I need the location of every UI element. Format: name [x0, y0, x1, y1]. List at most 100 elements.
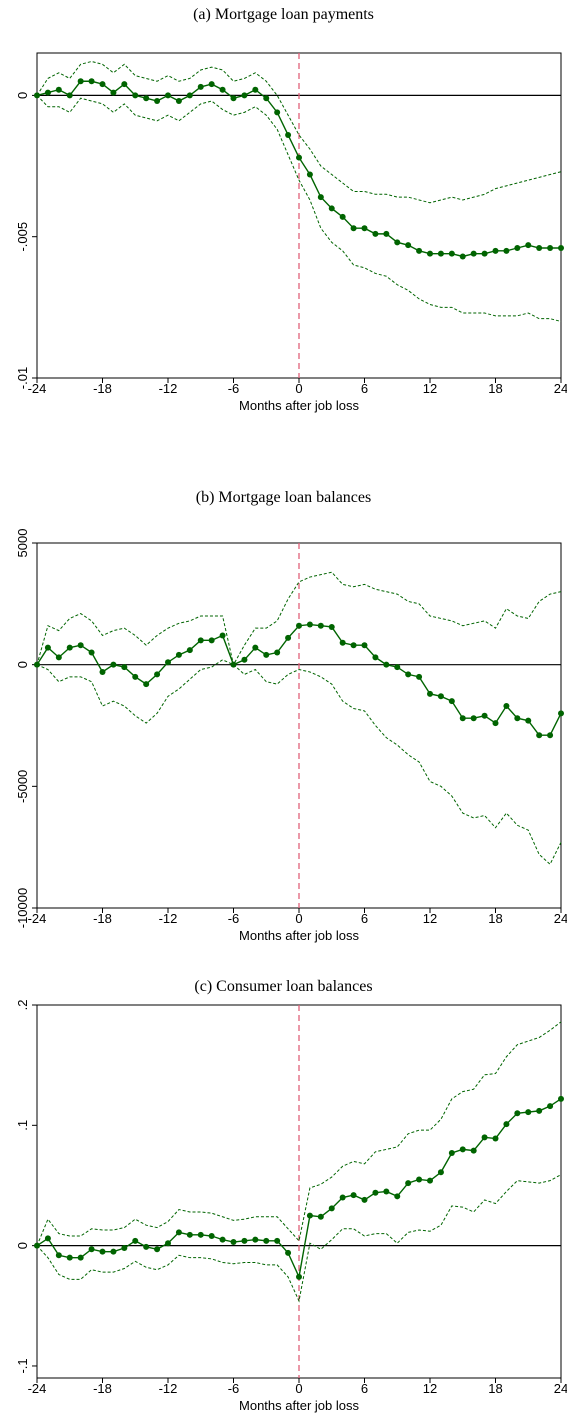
estimate-point — [481, 250, 488, 257]
x-tick-label: -18 — [93, 911, 112, 926]
estimate-point — [306, 1212, 313, 1219]
estimate-point — [77, 78, 84, 85]
estimate-point — [241, 656, 248, 663]
estimate-point — [558, 710, 564, 717]
estimate-point — [132, 673, 139, 680]
estimate-point — [296, 622, 302, 629]
estimate-point — [143, 95, 150, 102]
chart-title: (b) Mortgage loan balances — [195, 489, 372, 506]
estimate-point — [175, 98, 182, 105]
x-tick-label: -18 — [93, 381, 112, 396]
estimate-point — [361, 1196, 368, 1203]
estimate-point — [558, 245, 564, 251]
estimate-point — [263, 95, 270, 102]
x-tick-label: 6 — [361, 381, 368, 396]
y-tick-label: 0 — [15, 92, 30, 99]
estimate-point — [219, 632, 226, 639]
estimate-point — [459, 715, 466, 722]
estimate-point — [306, 171, 313, 178]
estimate-point — [416, 673, 423, 680]
estimate-point — [448, 698, 455, 705]
estimate-point — [547, 732, 554, 739]
estimate-point — [274, 649, 281, 656]
upper-ci-line — [36, 60, 562, 204]
estimate-point — [186, 92, 193, 99]
estimate-point — [427, 1177, 433, 1184]
x-tick-label: -12 — [159, 911, 178, 926]
x-axis-title: Months after job loss — [239, 1398, 359, 1413]
estimate-point — [339, 639, 346, 646]
estimate-point — [165, 659, 171, 666]
estimate-point — [132, 92, 139, 99]
x-tick-label: 0 — [295, 1381, 302, 1396]
estimate-point — [525, 1109, 532, 1116]
estimate-point — [197, 637, 204, 644]
panel-mortgage-balances: (b) Mortgage loan balances -24 -18 -12 -6 0 6… — [0, 475, 567, 945]
x-tick-label: -6 — [228, 911, 240, 926]
estimate-point — [459, 1146, 466, 1153]
panel-mortgage-payments: (a) Mortgage loan payments -24 -18 -12 -6 0 6… — [0, 0, 567, 470]
estimate-point — [208, 81, 215, 88]
estimate-point — [44, 1235, 51, 1242]
estimate-point — [154, 98, 161, 105]
y-tick-label: -10000 — [15, 888, 30, 928]
estimate-point — [383, 1188, 390, 1195]
estimate-point — [339, 1194, 346, 1201]
estimate-point — [492, 1135, 499, 1142]
estimate-point — [110, 1248, 117, 1255]
y-tick-label: 0 — [15, 661, 30, 668]
estimate-point — [99, 668, 106, 675]
estimate-point — [66, 92, 73, 99]
estimate-point — [154, 671, 161, 678]
x-tick-label: 0 — [295, 381, 302, 396]
estimate-point — [525, 242, 532, 249]
estimate-point — [88, 78, 95, 85]
estimate-point — [503, 247, 510, 254]
x-tick-label: 24 — [554, 1381, 567, 1396]
x-tick-label: 12 — [423, 1381, 437, 1396]
y-tick-label: -.005 — [15, 222, 30, 252]
chart-title: (c) Consumer loan balances — [194, 978, 373, 995]
estimate-point — [547, 1103, 554, 1110]
chart-mortgage-payments: -24 -18 -12 -6 0 6 12 18 24 0 -.005 -.01 Months afte… — [15, 52, 567, 413]
estimate-point — [208, 1233, 215, 1240]
estimate-point — [274, 1237, 281, 1244]
estimate-point — [427, 690, 433, 697]
panel-consumer-balances: (c) Consumer loan balances -24 -18 -12 -6 0 6… — [0, 950, 567, 1419]
estimate-point — [372, 654, 379, 661]
x-axis-title: Months after job loss — [239, 928, 359, 943]
estimate-point — [252, 1236, 259, 1243]
x-axis-title: Months after job loss — [239, 398, 359, 413]
estimate-point — [154, 1246, 161, 1253]
estimate-point — [186, 647, 193, 654]
estimate-point — [285, 1249, 292, 1256]
estimate-point — [241, 92, 248, 99]
estimate-point — [536, 1107, 543, 1114]
estimate-point — [459, 253, 466, 260]
estimate-point — [175, 1229, 182, 1236]
estimate-point — [208, 637, 215, 644]
estimate-point — [470, 1147, 477, 1154]
estimate-point — [230, 1239, 237, 1246]
estimate-point — [383, 661, 390, 668]
estimate-point — [514, 1110, 521, 1117]
estimate-point — [350, 1192, 357, 1199]
estimate-point — [241, 1237, 248, 1244]
y-tick-label: .2 — [15, 1000, 30, 1011]
estimate-point — [55, 86, 62, 93]
estimate-point — [121, 1245, 128, 1252]
estimate-point — [317, 1213, 324, 1220]
estimate-point — [437, 1169, 444, 1176]
estimate-point — [394, 1193, 401, 1200]
y-tick-label: -5000 — [15, 770, 30, 803]
estimate-point — [88, 1246, 95, 1253]
estimate-point — [121, 81, 128, 88]
estimate-point — [328, 1205, 335, 1212]
estimate-point — [165, 92, 171, 99]
estimate-point — [121, 664, 128, 671]
x-tick-label: -6 — [228, 381, 240, 396]
estimate-point — [317, 194, 324, 201]
y-tick-label: -.01 — [15, 367, 30, 389]
estimate-point — [427, 250, 433, 257]
x-tick-label: 12 — [423, 381, 437, 396]
